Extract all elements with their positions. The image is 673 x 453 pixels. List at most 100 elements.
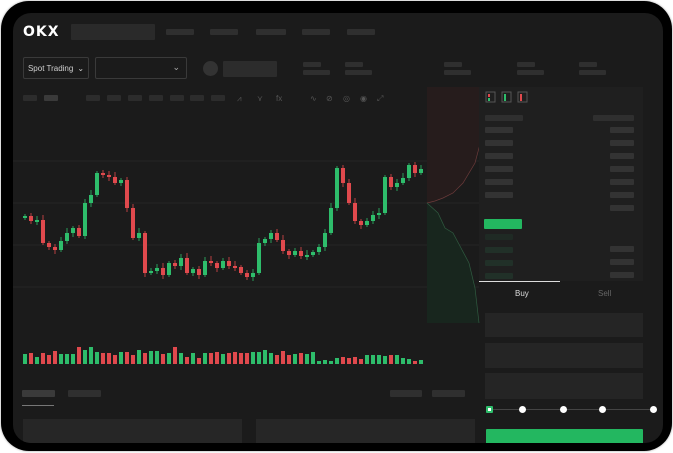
candle-body: [29, 216, 33, 221]
buy-button[interactable]: [486, 429, 643, 443]
order-side-tabs: Buy Sell: [479, 281, 643, 309]
candle-body: [209, 261, 213, 263]
interval-button[interactable]: [86, 95, 100, 101]
pair-selector[interactable]: ⌄: [95, 57, 187, 79]
volume-bar: [179, 353, 183, 364]
candle-body: [155, 268, 159, 271]
total-input[interactable]: [485, 373, 643, 399]
search-bar[interactable]: [71, 24, 155, 40]
volume-bar: [305, 354, 309, 364]
price-input[interactable]: [485, 313, 643, 337]
ask-price: [485, 140, 513, 146]
slider-step[interactable]: [519, 406, 526, 413]
interval-button[interactable]: [170, 95, 184, 101]
interval-button[interactable]: [44, 95, 58, 101]
bid-price: [485, 247, 513, 253]
volume-bar: [377, 355, 381, 364]
slider-step[interactable]: [650, 406, 657, 413]
candle-body: [143, 233, 147, 273]
volume-bar: [329, 361, 333, 364]
volume-bar: [221, 354, 225, 364]
coin-icon: [203, 61, 218, 76]
tab-buy[interactable]: Buy: [515, 289, 529, 298]
filter-button[interactable]: [432, 390, 465, 397]
slider-handle[interactable]: [486, 406, 493, 413]
pair-name: [223, 61, 277, 77]
tab-open-orders[interactable]: [22, 390, 55, 397]
bid-price: [485, 273, 513, 279]
fx-icon[interactable]: fx: [276, 94, 283, 103]
volume-bar: [311, 352, 315, 364]
interval-button[interactable]: [128, 95, 142, 101]
camera-icon[interactable]: ◎: [343, 94, 350, 103]
orderbook-bids-icon[interactable]: [501, 91, 512, 103]
volume-bar: [59, 354, 63, 364]
candle-body: [179, 258, 183, 266]
amount-slider[interactable]: [485, 405, 661, 415]
okx-logo[interactable]: OKX: [23, 24, 60, 40]
price-chart[interactable]: [13, 13, 663, 443]
interval-button[interactable]: [190, 95, 204, 101]
volume-bar: [95, 352, 99, 364]
slider-step[interactable]: [599, 406, 606, 413]
filter-button[interactable]: [390, 390, 422, 397]
nav-item[interactable]: [302, 29, 330, 35]
candle-body: [413, 165, 417, 173]
column-header: [593, 115, 634, 121]
line-icon[interactable]: ⩘: [237, 94, 242, 103]
nav-item[interactable]: [347, 29, 375, 35]
volume-bar: [215, 352, 219, 364]
fullscreen-icon[interactable]: ⤢: [377, 94, 384, 103]
tab-order-history[interactable]: [68, 390, 101, 397]
volume-bar: [41, 353, 45, 364]
interval-button[interactable]: [23, 95, 37, 101]
nav-item[interactable]: [210, 29, 238, 35]
candle-body: [191, 269, 195, 273]
volume-bar: [293, 354, 297, 364]
settings-icon[interactable]: ◉: [360, 94, 367, 103]
volume-bar: [155, 351, 159, 364]
stat-label: [579, 62, 597, 67]
line-icon[interactable]: ⋎: [257, 94, 263, 103]
stat-value: [303, 70, 330, 75]
stat-value: [345, 70, 372, 75]
ruler-icon[interactable]: ⊘: [326, 94, 333, 103]
amount-input[interactable]: [485, 343, 643, 368]
orderbook-asks-icon[interactable]: [517, 91, 528, 103]
bid-price: [485, 260, 513, 266]
orders-card: [256, 419, 475, 443]
spot-trading-dropdown[interactable]: Spot Trading ⌄: [23, 57, 89, 79]
volume-bar: [353, 357, 357, 364]
depth-bids-line: [426, 202, 480, 324]
volume-bar: [71, 354, 75, 364]
nav-item[interactable]: [166, 29, 194, 35]
candle-body: [281, 240, 285, 251]
wave-icon[interactable]: ∿: [310, 94, 317, 103]
interval-button[interactable]: [211, 95, 225, 101]
volume-bar: [275, 355, 279, 364]
candle-body: [203, 261, 207, 275]
slider-step[interactable]: [560, 406, 567, 413]
volume-bar: [383, 356, 387, 364]
nav-item[interactable]: [256, 29, 286, 35]
volume-bar: [83, 350, 87, 364]
tab-sell[interactable]: Sell: [598, 289, 612, 298]
ask-price: [485, 192, 513, 198]
volume-bar: [35, 357, 39, 364]
candle-body: [89, 195, 93, 203]
volume-bar: [131, 355, 135, 364]
candle-body: [401, 178, 405, 183]
orderbook-both-icon[interactable]: [485, 91, 496, 103]
candle-body: [347, 183, 351, 203]
interval-button[interactable]: [149, 95, 163, 101]
volume-bar: [197, 358, 201, 364]
interval-button[interactable]: [107, 95, 121, 101]
ask-amount: [610, 192, 634, 198]
order-book: [479, 87, 643, 281]
candle-body: [71, 228, 75, 233]
ask-amount: [610, 153, 634, 159]
volume-bar: [281, 351, 285, 364]
candle-body: [239, 267, 243, 273]
ask-price: [485, 127, 513, 133]
